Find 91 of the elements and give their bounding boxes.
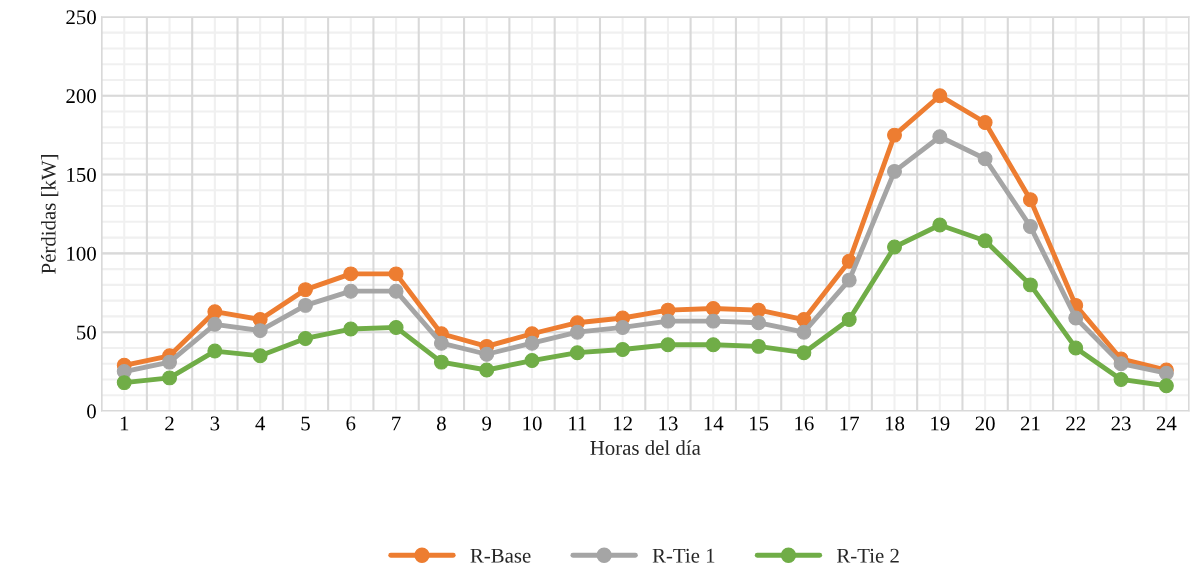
point bbox=[207, 343, 223, 359]
point bbox=[841, 272, 857, 288]
point bbox=[479, 346, 495, 362]
point bbox=[705, 313, 721, 329]
x-tick-label: 20 bbox=[975, 416, 995, 431]
x-tick-label: 10 bbox=[523, 416, 542, 431]
point bbox=[569, 345, 585, 361]
legend-label: R-Tie 2 bbox=[836, 548, 899, 563]
point bbox=[977, 115, 993, 130]
point bbox=[162, 354, 177, 370]
point bbox=[388, 266, 404, 282]
point bbox=[252, 348, 268, 364]
point bbox=[615, 342, 631, 357]
point bbox=[1113, 356, 1129, 372]
legend-label: R-Base bbox=[470, 548, 531, 563]
point bbox=[343, 266, 359, 282]
legend-label: R-Tie 1 bbox=[652, 548, 715, 563]
point bbox=[343, 283, 359, 299]
point bbox=[887, 127, 902, 143]
point bbox=[1158, 378, 1174, 394]
point bbox=[1068, 340, 1084, 356]
point bbox=[751, 315, 767, 331]
point bbox=[524, 353, 540, 369]
y-tick-label: 200 bbox=[66, 89, 96, 104]
y-tick-label: 100 bbox=[67, 246, 96, 261]
x-tick-label: 23 bbox=[1111, 416, 1131, 431]
point bbox=[977, 233, 993, 249]
x-axis-title: Horas del día bbox=[590, 440, 701, 455]
x-tick-label: 6 bbox=[346, 416, 356, 431]
x-tick-label: 4 bbox=[255, 416, 266, 431]
point bbox=[116, 375, 132, 391]
point bbox=[524, 335, 540, 351]
y-tick-label: 250 bbox=[66, 10, 96, 25]
point bbox=[705, 301, 721, 316]
point bbox=[887, 163, 902, 179]
x-tick-label: 24 bbox=[1156, 416, 1177, 431]
point bbox=[1022, 192, 1038, 208]
point bbox=[388, 319, 404, 335]
point bbox=[433, 354, 449, 370]
x-tick-label: 15 bbox=[749, 416, 769, 431]
x-tick-label: 5 bbox=[301, 416, 310, 431]
x-tick-label: 19 bbox=[931, 416, 950, 431]
x-tick-label: 9 bbox=[482, 416, 492, 431]
point bbox=[207, 304, 223, 320]
point bbox=[298, 297, 313, 313]
point bbox=[932, 129, 948, 145]
x-tick-label: 21 bbox=[1020, 416, 1040, 431]
x-tick-label: 2 bbox=[165, 416, 174, 431]
y-tick-label: 150 bbox=[67, 167, 96, 182]
point bbox=[1022, 277, 1038, 293]
point bbox=[705, 337, 721, 353]
x-tick-label: 14 bbox=[704, 416, 724, 431]
x-tick-label: 13 bbox=[659, 416, 678, 431]
x-tick-label: 3 bbox=[210, 416, 220, 431]
point bbox=[841, 312, 857, 328]
point bbox=[1113, 372, 1129, 387]
point bbox=[569, 324, 585, 340]
point bbox=[751, 302, 767, 318]
point bbox=[433, 335, 449, 351]
point bbox=[162, 370, 177, 386]
point bbox=[615, 319, 631, 335]
point bbox=[298, 282, 313, 298]
y-axis-title: Pérdidas [kW] bbox=[40, 155, 59, 274]
point bbox=[660, 337, 676, 353]
x-tick-label: 7 bbox=[392, 416, 401, 431]
x-tick-label: 17 bbox=[840, 416, 860, 431]
point bbox=[1068, 310, 1084, 326]
point bbox=[479, 362, 495, 378]
y-tick-label: 0 bbox=[87, 404, 96, 419]
x-tick-label: 11 bbox=[569, 416, 587, 431]
x-tick-label: 16 bbox=[795, 416, 814, 431]
point bbox=[298, 331, 313, 346]
x-tick-label: 18 bbox=[885, 416, 905, 431]
y-tick-label: 50 bbox=[77, 325, 96, 340]
point bbox=[796, 324, 812, 340]
point bbox=[887, 239, 902, 255]
point bbox=[343, 321, 359, 337]
point bbox=[388, 283, 404, 299]
point bbox=[977, 151, 993, 167]
point bbox=[932, 217, 948, 233]
point bbox=[660, 313, 676, 329]
x-tick-label: 1 bbox=[120, 416, 129, 431]
point bbox=[932, 88, 948, 104]
point bbox=[207, 316, 223, 332]
point bbox=[796, 345, 812, 361]
point bbox=[252, 323, 268, 339]
x-tick-label: 12 bbox=[614, 416, 632, 431]
x-tick-label: 22 bbox=[1066, 416, 1086, 431]
x-tick-label: 8 bbox=[436, 416, 446, 431]
point bbox=[1022, 219, 1038, 235]
point bbox=[751, 338, 767, 354]
